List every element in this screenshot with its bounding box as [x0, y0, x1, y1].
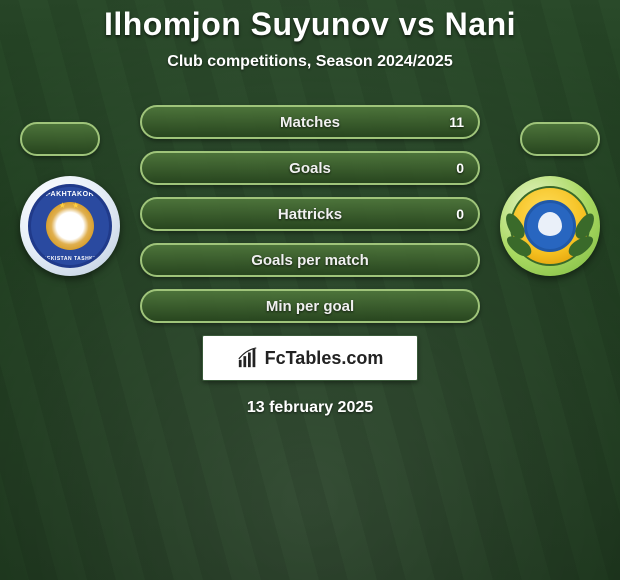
bar-chart-icon: [237, 347, 259, 369]
date-label: 13 february 2025: [0, 399, 620, 417]
right-player-pill: [520, 122, 600, 156]
stat-row: Min per goal: [12, 289, 608, 323]
stat-right-value: 0: [456, 206, 464, 222]
stat-pill-matches: Matches 11: [140, 105, 480, 139]
left-player-pill-holder: [10, 122, 110, 156]
stat-label: Min per goal: [266, 298, 354, 315]
right-player-pill-holder: [510, 122, 610, 156]
left-club-sub: UZBEKISTAN TASHKENT: [35, 256, 105, 262]
stat-pill-min-per-goal: Min per goal: [140, 289, 480, 323]
stat-row: Goals 0: [12, 151, 608, 185]
right-club-badge: [500, 176, 600, 276]
stat-label: Hattricks: [278, 206, 342, 223]
stat-label: Goals per match: [251, 252, 369, 269]
fctables-logo[interactable]: FcTables.com: [202, 335, 418, 381]
stat-right-value: 0: [456, 160, 464, 176]
page-subtitle: Club competitions, Season 2024/2025: [0, 53, 620, 71]
pakhtakor-crest: PAKHTAKOR ★ ★ UZBEKISTAN TASHKENT: [28, 184, 112, 268]
left-club-name: PAKHTAKOR: [46, 191, 94, 198]
content: Ilhomjon Suyunov vs Nani Club competitio…: [0, 0, 620, 417]
laurel-icon: [512, 188, 588, 264]
stat-pill-goals-per-match: Goals per match: [140, 243, 480, 277]
left-club-badge: PAKHTAKOR ★ ★ UZBEKISTAN TASHKENT: [20, 176, 120, 276]
stat-label: Matches: [280, 114, 340, 131]
stat-pill-hattricks: Hattricks 0: [140, 197, 480, 231]
stat-label: Goals: [289, 160, 331, 177]
page-title: Ilhomjon Suyunov vs Nani: [0, 6, 620, 43]
stars-icon: ★ ★: [59, 201, 82, 210]
gharafa-crest: [510, 186, 590, 266]
left-player-pill: [20, 122, 100, 156]
stat-right-value: 11: [449, 114, 464, 130]
stat-pill-goals: Goals 0: [140, 151, 480, 185]
logo-text: FcTables.com: [265, 348, 384, 369]
